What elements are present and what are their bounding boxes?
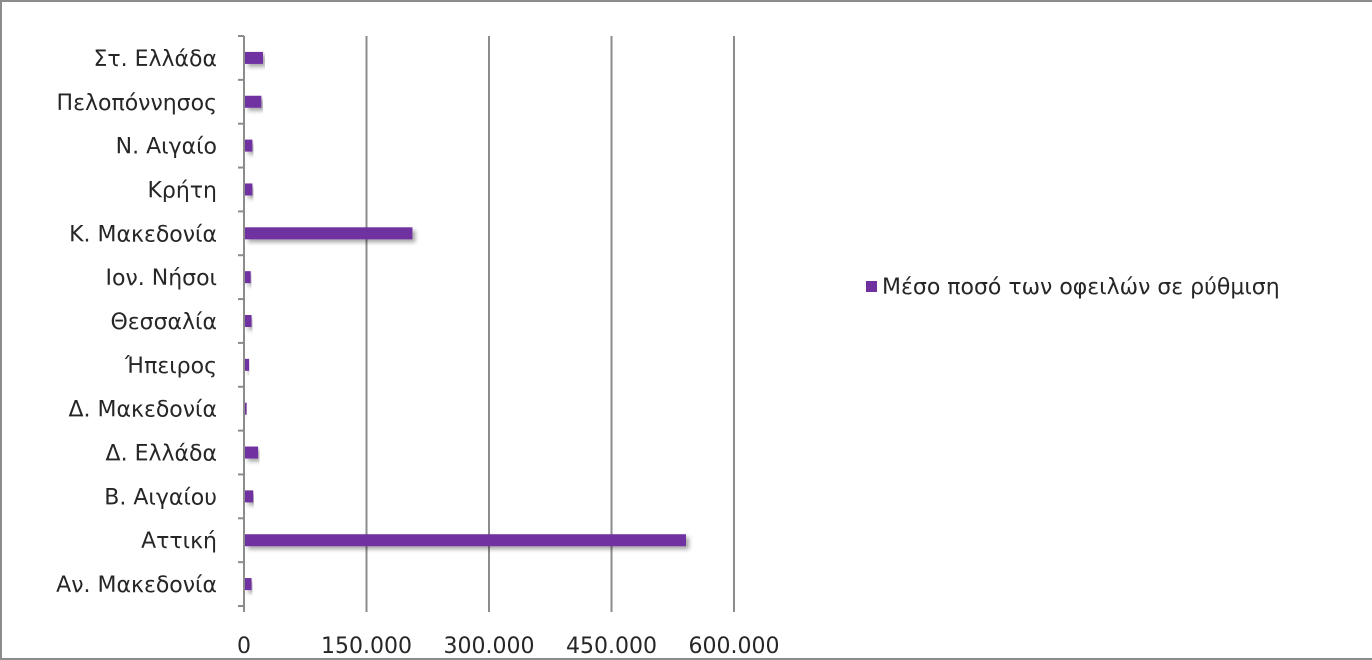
bar-11	[245, 95, 262, 108]
x-tick-labels: 0 150.000 300.000 450.000 600.000	[237, 634, 779, 659]
y-tick-label-5: Ήπειρος	[124, 354, 217, 379]
legend-swatch	[866, 281, 877, 292]
y-tick-label-7: Ιον. Νήσοι	[106, 266, 217, 291]
x-tick-label-1: 150.000	[321, 634, 412, 659]
y-tick-label-2: Β. Αιγαίου	[104, 485, 217, 510]
axes	[238, 35, 735, 612]
y-tick-label-8: Κ. Μακεδονία	[69, 222, 217, 247]
bar-12	[245, 51, 263, 64]
bar-8	[245, 227, 413, 240]
x-tick-label-3: 450.000	[566, 634, 657, 659]
y-tick-label-3: Δ. Ελλάδα	[106, 442, 217, 467]
legend-label: Μέσο ποσό των οφειλών σε ρύθμιση	[882, 275, 1280, 300]
y-tick-labels: Αν. Μακεδονία Αττική Β. Αιγαίου Δ. Ελλάδα Δ.…	[56, 47, 217, 598]
y-tick-label-6: Θεσσαλία	[110, 310, 217, 335]
bar-3	[245, 446, 259, 459]
y-tick-label-0: Αν. Μακεδονία	[56, 573, 217, 598]
y-tick-label-10: Ν. Αιγαίο	[116, 135, 217, 160]
bar-6	[245, 315, 252, 327]
bar-9	[245, 183, 253, 196]
x-tick-label-0: 0	[237, 634, 251, 659]
bar-2	[245, 490, 254, 503]
bar-4	[245, 402, 247, 415]
bar-5	[245, 358, 250, 371]
bar-7	[245, 271, 251, 284]
bars	[245, 51, 686, 591]
y-tick-label-11: Πελοπόννησος	[57, 91, 217, 116]
y-tick-label-12: Στ. Ελλάδα	[93, 47, 217, 72]
y-tick-label-4: Δ. Μακεδονία	[68, 398, 217, 423]
y-tick-label-9: Κρήτη	[147, 178, 217, 203]
x-tick-label-2: 300.000	[444, 634, 535, 659]
x-tick-label-4: 600.000	[689, 634, 780, 659]
y-tick-label-1: Αττική	[141, 529, 217, 554]
legend: Μέσο ποσό των οφειλών σε ρύθμιση	[866, 275, 1280, 300]
bar-1	[245, 534, 686, 547]
bar-10	[245, 139, 253, 152]
gridlines	[243, 36, 735, 606]
bar-0	[245, 578, 252, 591]
